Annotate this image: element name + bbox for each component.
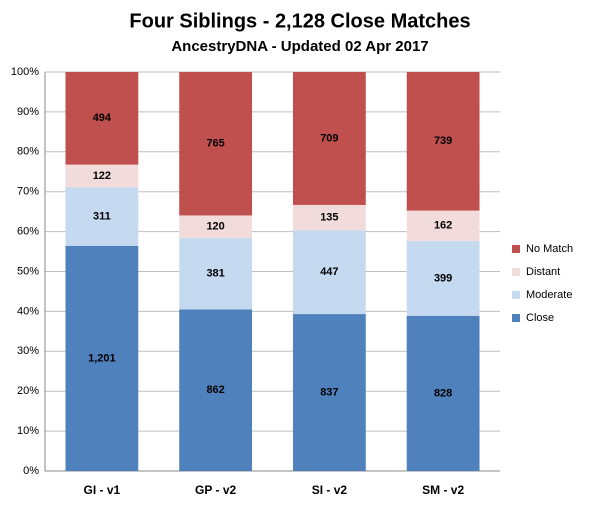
legend-swatch [512,245,520,253]
bar-segment [292,230,366,315]
y-tick-label: 60% [17,226,39,238]
legend-swatch [512,268,520,276]
y-tick-label: 70% [17,186,39,198]
data-label: 381 [206,268,224,280]
data-label: 120 [206,221,224,233]
bar-segment [292,314,366,471]
bar-segment [406,210,480,241]
bar-segment [406,72,480,211]
data-label: 162 [434,220,452,232]
legend-swatch [512,291,520,299]
x-tick-label: SI - v2 [312,483,348,497]
data-label: 447 [320,266,338,278]
y-tick-label: 100% [11,66,39,78]
data-label: 122 [93,170,111,182]
x-tick-label: GP - v2 [195,483,236,497]
y-tick-label: 10% [17,425,39,437]
bar-segment [292,204,366,231]
bar-segment [65,72,139,165]
legend-label: Distant [526,266,560,278]
bar-segment [65,187,139,246]
data-label: 311 [93,211,111,223]
y-tick-label: 90% [17,106,39,118]
legend-label: No Match [526,243,573,255]
data-label: 765 [206,138,224,150]
data-label: 739 [434,135,452,147]
bar-segment [292,72,366,205]
data-label: 862 [206,384,224,396]
bar-segment [406,315,480,471]
data-label: 828 [434,387,452,399]
y-tick-label: 50% [17,265,39,277]
data-label: 837 [320,386,338,398]
y-tick-label: 0% [23,465,39,477]
data-label: 494 [93,112,112,124]
chart-subtitle: AncestryDNA - Updated 02 Apr 2017 [171,38,428,55]
y-tick-label: 30% [17,345,39,357]
y-tick-label: 40% [17,305,39,317]
legend-label: Moderate [526,289,572,301]
x-tick-label: GI - v1 [84,483,121,497]
bar-segment [179,309,253,471]
bar-segment [179,237,253,310]
bar-segment [406,240,480,316]
bar-segment [179,72,253,216]
bar-segment [179,215,253,238]
y-tick-label: 80% [17,146,39,158]
bar-segment [65,245,139,471]
bar-segment [65,164,139,188]
legend-swatch [512,314,520,322]
legend-label: Close [526,312,554,324]
data-label: 709 [320,132,338,144]
x-tick-label: SM - v2 [422,483,464,497]
y-tick-label: 20% [17,385,39,397]
data-label: 135 [320,212,338,224]
data-label: 1,201 [88,352,116,364]
chart-title: Four Siblings - 2,128 Close Matches [129,10,470,32]
data-label: 399 [434,272,452,284]
